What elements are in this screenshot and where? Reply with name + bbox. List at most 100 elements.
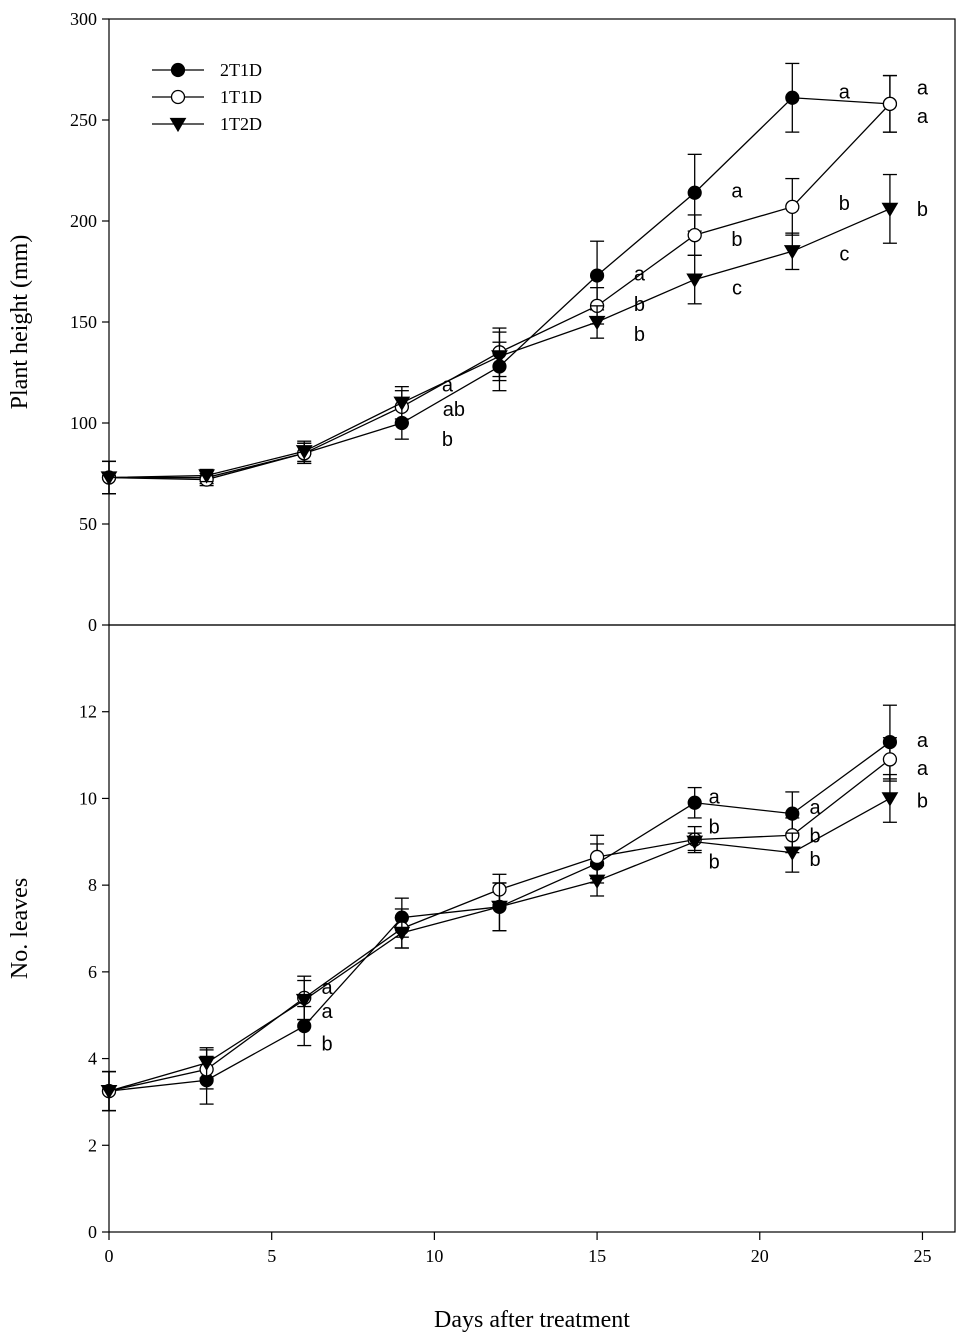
y-tick-label: 150 bbox=[70, 312, 97, 332]
significance-label: a bbox=[731, 181, 743, 203]
significance-label: a bbox=[709, 786, 721, 808]
significance-label: b bbox=[839, 193, 850, 215]
data-point bbox=[687, 185, 702, 200]
significance-label: b bbox=[810, 849, 821, 871]
significance-label: b bbox=[917, 199, 928, 221]
data-point bbox=[100, 471, 118, 486]
y-tick-label: 8 bbox=[88, 875, 97, 895]
x-tick-label: 20 bbox=[751, 1246, 769, 1266]
x-tick-label: 15 bbox=[588, 1246, 606, 1266]
x-tick-label: 10 bbox=[425, 1246, 443, 1266]
data-point bbox=[783, 245, 801, 260]
significance-label: c bbox=[839, 243, 849, 265]
data-point bbox=[297, 1018, 312, 1034]
significance-label: a bbox=[321, 1001, 333, 1023]
legend-marker bbox=[170, 89, 186, 105]
data-point bbox=[783, 846, 801, 861]
data-point bbox=[100, 1084, 118, 1100]
significance-label: a bbox=[634, 264, 646, 286]
data-point bbox=[588, 315, 606, 331]
data-point bbox=[882, 752, 898, 767]
y-tick-label: 6 bbox=[88, 962, 97, 982]
data-point bbox=[785, 199, 800, 215]
significance-label: a bbox=[810, 797, 822, 819]
y-axis-title: Plant height (mm) bbox=[7, 235, 33, 410]
y-tick-label: 2 bbox=[88, 1135, 97, 1155]
data-point bbox=[881, 792, 899, 807]
legend-marker bbox=[169, 117, 187, 133]
x-tick-label: 5 bbox=[267, 1246, 276, 1266]
legend-label: 2T1D bbox=[220, 60, 262, 80]
significance-label: b bbox=[917, 791, 928, 813]
significance-label: b bbox=[634, 294, 645, 316]
y-tick-label: 10 bbox=[79, 788, 97, 808]
data-point bbox=[588, 874, 606, 889]
data-point bbox=[687, 227, 702, 243]
significance-label: b bbox=[709, 817, 720, 839]
y-tick-label: 200 bbox=[70, 211, 97, 231]
y-tick-label: 4 bbox=[88, 1049, 97, 1069]
significance-label: c bbox=[732, 278, 742, 300]
significance-label: b bbox=[810, 825, 821, 847]
significance-label: a bbox=[839, 82, 851, 104]
data-point bbox=[198, 1056, 215, 1072]
x-axis-title: Days after treatment bbox=[434, 1307, 630, 1333]
data-point bbox=[882, 96, 898, 111]
legend: 2T1D 1T1D 1T2D bbox=[152, 60, 262, 134]
significance-label: b bbox=[321, 1033, 332, 1055]
data-point bbox=[589, 849, 605, 865]
data-point bbox=[393, 396, 411, 411]
series-1T2D bbox=[100, 773, 899, 1112]
data-point bbox=[686, 835, 704, 850]
data-point bbox=[687, 795, 702, 810]
y-tick-label: 50 bbox=[79, 514, 97, 534]
x-tick-label: 0 bbox=[105, 1246, 114, 1266]
significance-label: a bbox=[321, 977, 333, 999]
significance-label: a bbox=[442, 375, 454, 397]
series-line bbox=[109, 97, 890, 479]
plot-frame bbox=[108, 624, 956, 1233]
y-tick-label: 12 bbox=[79, 702, 97, 722]
legend-label: 1T1D bbox=[220, 87, 262, 107]
y-tick-label: 0 bbox=[88, 1222, 97, 1242]
plot-frame bbox=[108, 18, 956, 626]
significance-label: b bbox=[442, 429, 453, 451]
x-tick-label: 25 bbox=[913, 1246, 931, 1266]
data-point bbox=[295, 993, 313, 1009]
data-point bbox=[393, 926, 411, 941]
significance-label: a bbox=[917, 730, 929, 752]
y-tick-label: 250 bbox=[70, 110, 97, 130]
significance-label: ab bbox=[443, 399, 465, 421]
data-point bbox=[881, 202, 899, 217]
legend-label: 1T2D bbox=[220, 114, 262, 134]
x-axis: 0 5 10 15 20 25 bbox=[105, 1232, 931, 1266]
legend-marker bbox=[170, 62, 186, 78]
legend-entry-1T1D: 1T1D bbox=[152, 87, 262, 107]
data-point bbox=[491, 350, 508, 365]
legend-entry-2T1D: 2T1D bbox=[152, 60, 262, 80]
significance-label: a bbox=[917, 758, 929, 780]
data-point bbox=[686, 273, 704, 288]
significance-label: b bbox=[709, 851, 720, 873]
significance-label: b bbox=[731, 229, 742, 251]
legend-entry-1T2D: 1T2D bbox=[152, 114, 262, 134]
y-tick-label: 100 bbox=[70, 413, 97, 433]
data-point bbox=[295, 445, 313, 460]
y-tick-label: 0 bbox=[88, 615, 97, 635]
series-1T1D bbox=[101, 74, 898, 495]
data-point bbox=[589, 268, 605, 283]
series-line bbox=[108, 103, 891, 481]
significance-label: a bbox=[917, 106, 929, 128]
data-point bbox=[785, 90, 800, 105]
data-point bbox=[491, 900, 508, 915]
y-tick-label: 300 bbox=[70, 9, 97, 29]
data-point bbox=[198, 469, 215, 484]
y-axis-title: No. leaves bbox=[7, 878, 33, 979]
significance-label: b bbox=[634, 324, 645, 346]
series-1T2D bbox=[100, 173, 899, 495]
series-line bbox=[108, 797, 891, 1092]
significance-label: a bbox=[917, 78, 929, 100]
